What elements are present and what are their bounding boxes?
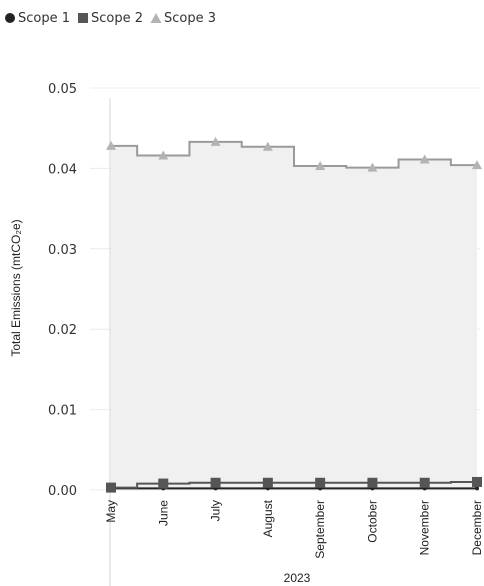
data-point-scope-2[interactable] xyxy=(262,477,273,488)
legend-item-scope-3[interactable]: Scope 3 xyxy=(150,11,216,26)
x-tick-label: May xyxy=(104,500,118,523)
area-layer xyxy=(111,141,477,491)
x-tick-label: June xyxy=(156,500,170,526)
x-tick-label: July xyxy=(209,500,223,521)
data-point-scope-3[interactable] xyxy=(158,150,169,160)
y-tick-label: 0.05 xyxy=(48,82,77,97)
y-tick-label: 0.04 xyxy=(48,162,77,177)
y-tick-label: 0.01 xyxy=(48,404,77,419)
data-point-scope-3[interactable] xyxy=(367,162,378,172)
data-point-scope-2[interactable] xyxy=(210,477,221,488)
data-point-scope-2[interactable] xyxy=(158,478,169,489)
y-tick-label: 0.03 xyxy=(48,243,77,258)
legend-marker-circle xyxy=(5,13,15,23)
triangle-icon xyxy=(150,12,162,24)
x-tick-label: December xyxy=(470,500,484,555)
square-icon xyxy=(77,12,89,24)
data-point-scope-3[interactable] xyxy=(210,136,221,146)
y-tick-label: 0.00 xyxy=(48,484,77,499)
label-layer: 0.00 0.01 0.02 0.03 0.04 0.05 May June July Augus… xyxy=(48,82,484,559)
data-point-scope-2[interactable] xyxy=(419,477,430,488)
data-point-scope-2[interactable] xyxy=(315,477,326,488)
legend-label: Scope 1 xyxy=(18,10,71,26)
circle-icon xyxy=(4,12,16,24)
x-axis-group-label: 2023 xyxy=(284,571,311,585)
data-point-scope-2[interactable] xyxy=(472,476,482,487)
x-tick-label: August xyxy=(261,499,275,537)
legend-label: Scope 3 xyxy=(164,10,217,26)
legend-marker-triangle xyxy=(150,13,162,23)
data-point-scope-2[interactable] xyxy=(106,482,116,493)
series-area-scope-3 xyxy=(111,141,477,491)
x-tick-label: September xyxy=(313,500,327,559)
data-point-scope-2[interactable] xyxy=(367,477,378,488)
data-point-scope-3[interactable] xyxy=(472,160,482,170)
y-axis-title: Total Emissions (mtCO₂e) xyxy=(9,219,23,356)
data-point-scope-3[interactable] xyxy=(419,154,430,164)
legend-marker-square xyxy=(78,13,89,23)
data-point-scope-3[interactable] xyxy=(106,140,116,150)
legend: Scope 1 Scope 2 Scope 3 xyxy=(4,10,223,26)
data-point-scope-3[interactable] xyxy=(262,141,273,151)
x-tick-label: October xyxy=(365,500,379,543)
x-tick-label: November xyxy=(418,500,432,555)
legend-item-scope-1[interactable]: Scope 1 xyxy=(4,11,70,26)
data-point-scope-3[interactable] xyxy=(315,160,326,170)
legend-item-scope-2[interactable]: Scope 2 xyxy=(77,11,143,26)
y-tick-label: 0.02 xyxy=(48,323,77,338)
marker-layer xyxy=(106,136,482,493)
legend-label: Scope 2 xyxy=(91,10,144,26)
data-point-scope-1[interactable] xyxy=(475,486,479,491)
